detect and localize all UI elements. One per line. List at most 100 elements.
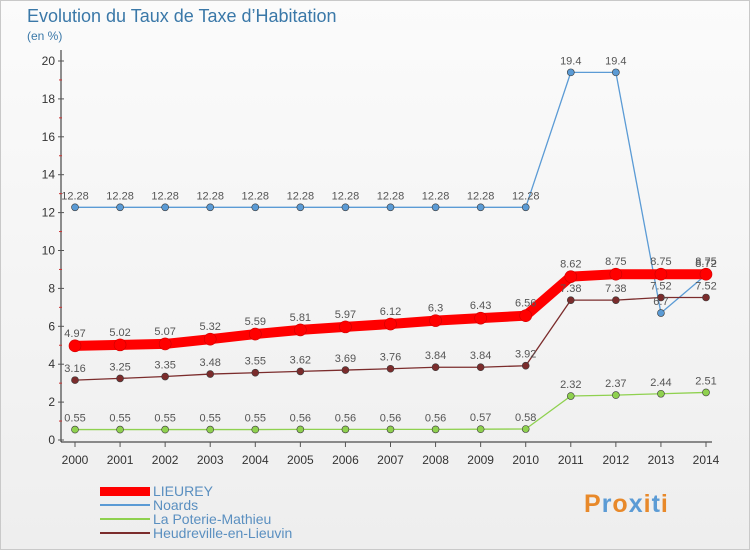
data-label: 3.84 — [425, 350, 446, 362]
logo-letter: o — [612, 490, 629, 518]
x-tick-label: 2014 — [693, 453, 720, 467]
data-point — [474, 311, 487, 325]
data-point — [161, 425, 169, 434]
x-tick-label: 2003 — [197, 453, 224, 467]
data-label: 0.56 — [425, 412, 446, 424]
data-point — [429, 314, 442, 327]
data-point — [476, 203, 485, 212]
y-tick-label: 14 — [42, 168, 56, 182]
data-label: 0.56 — [380, 412, 401, 424]
data-point — [68, 339, 82, 353]
data-point — [476, 363, 485, 372]
legend-item-noards: Noards — [100, 497, 292, 513]
logo-letter: t — [651, 490, 661, 518]
data-point — [116, 425, 124, 434]
legend-item-heudreville: Heudreville-en-Lieuvin — [100, 525, 293, 541]
data-point — [206, 203, 215, 212]
data-label: 4.97 — [64, 328, 85, 340]
data-point — [657, 309, 665, 317]
logo-letter: x — [628, 490, 644, 518]
data-point — [296, 425, 305, 434]
y-tick-label: 18 — [42, 92, 56, 106]
data-label: 2.32 — [560, 379, 581, 391]
x-tick-label: 2008 — [422, 453, 449, 467]
data-label: 6.56 — [515, 298, 536, 310]
data-label: 12.28 — [242, 190, 270, 202]
data-point — [341, 366, 350, 374]
data-label: 3.35 — [154, 360, 175, 372]
data-label: 6.7 — [653, 296, 668, 308]
data-label: 12.28 — [422, 190, 450, 202]
data-point — [564, 270, 578, 283]
logo-letter: r — [601, 490, 613, 518]
data-label: 12.28 — [106, 190, 134, 202]
x-tick-label: 2010 — [512, 453, 539, 467]
data-point — [294, 323, 307, 337]
data-point — [521, 203, 530, 212]
data-label: 8.72 — [695, 258, 716, 270]
data-label: 12.28 — [377, 190, 405, 202]
data-label: 7.52 — [650, 280, 671, 292]
legend-swatch-heudreville — [100, 532, 150, 534]
data-point — [521, 361, 530, 370]
legend-item-la-poterie-mathieu: La Poterie-Mathieu — [100, 511, 292, 527]
data-point — [113, 338, 127, 352]
data-label: 5.02 — [109, 327, 130, 339]
x-tick-label: 2000 — [62, 453, 89, 467]
data-point — [296, 203, 305, 212]
data-label: 7.52 — [695, 280, 716, 292]
data-label: 19.4 — [605, 55, 626, 67]
data-point — [248, 327, 262, 341]
data-point — [384, 317, 397, 331]
data-label: 3.76 — [380, 352, 401, 364]
data-point — [339, 320, 352, 334]
data-label: 7.38 — [605, 283, 626, 295]
data-label: 3.55 — [245, 356, 266, 368]
x-tick-label: 2007 — [377, 453, 404, 467]
data-point — [566, 68, 575, 77]
proxiti-logo: Proxiti — [584, 490, 669, 519]
data-label: 3.48 — [200, 357, 221, 369]
x-tick-label: 2013 — [648, 453, 675, 467]
data-point — [341, 203, 350, 212]
legend-label-heudreville: Heudreville-en-Lieuvin — [153, 525, 293, 541]
data-point — [657, 389, 665, 398]
x-tick-label: 2005 — [287, 453, 314, 467]
data-label: 5.32 — [200, 321, 221, 333]
legend-label-lieurey: LIEUREY — [153, 483, 213, 499]
data-label: 0.58 — [515, 412, 536, 424]
data-point — [431, 203, 440, 212]
data-point — [699, 267, 713, 281]
data-label: 8.62 — [560, 259, 581, 271]
x-tick-label: 2004 — [242, 453, 269, 467]
data-label: 0.55 — [154, 413, 175, 425]
x-tick-label: 2001 — [107, 453, 134, 467]
data-label: 19.4 — [560, 55, 581, 67]
x-tick-label: 2009 — [467, 453, 494, 467]
legend-label-noards: Noards — [153, 497, 199, 513]
legend-swatch-noards — [100, 504, 150, 506]
data-point — [203, 332, 217, 346]
logo-letter: P — [584, 490, 602, 518]
data-label: 5.07 — [154, 326, 175, 338]
data-label: 0.55 — [64, 413, 85, 425]
data-label: 12.28 — [467, 190, 495, 202]
data-label: 7.38 — [560, 283, 581, 295]
chart-title: Evolution du Taux de Taxe d’Habitation — [27, 6, 337, 26]
data-point — [161, 203, 169, 212]
data-point — [206, 370, 215, 378]
data-label: 0.56 — [290, 412, 311, 424]
y-tick-label: 2 — [48, 395, 55, 409]
data-point — [386, 425, 395, 434]
data-point — [702, 293, 710, 302]
data-point — [566, 392, 575, 400]
data-label: 12.28 — [151, 190, 179, 202]
data-point — [431, 425, 440, 434]
data-label: 12.28 — [512, 190, 540, 202]
data-label: 12.28 — [196, 190, 224, 202]
y-tick-label: 16 — [42, 130, 56, 144]
data-label: 3.92 — [515, 349, 536, 361]
data-point — [116, 203, 124, 212]
data-label: 2.37 — [605, 378, 626, 390]
data-label: 3.84 — [470, 350, 491, 362]
